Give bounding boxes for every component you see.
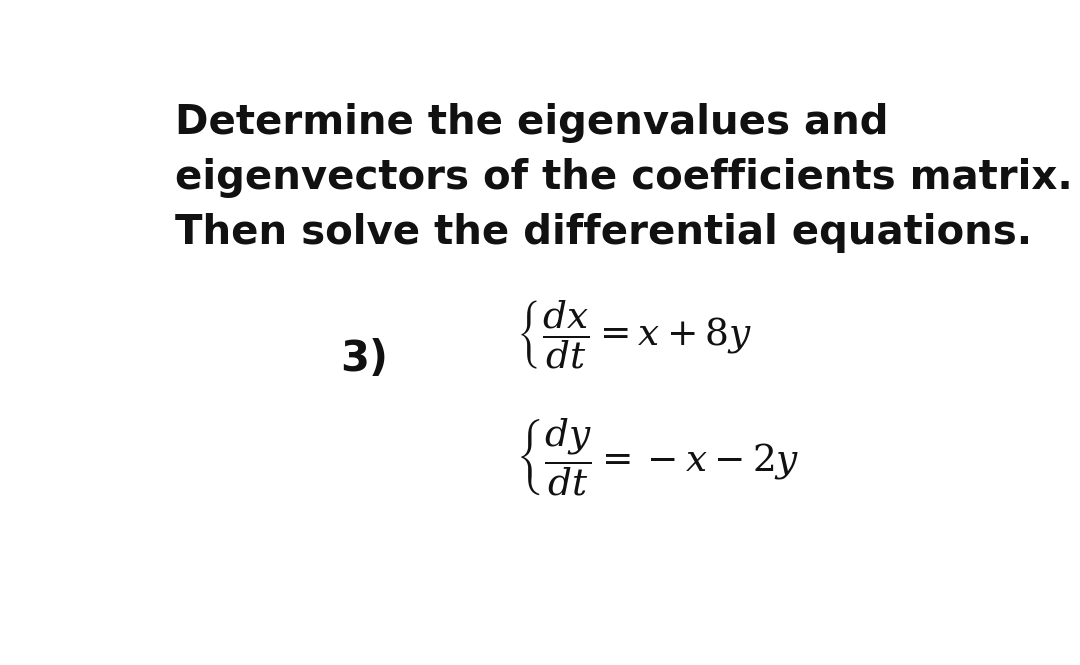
Text: eigenvectors of the coefficients matrix.: eigenvectors of the coefficients matrix. [175, 158, 1072, 198]
Text: $\left\{ \dfrac{dy}{dt} = -x - 2y \right.$: $\left\{ \dfrac{dy}{dt} = -x - 2y \right… [516, 416, 799, 497]
Text: Then solve the differential equations.: Then solve the differential equations. [175, 213, 1032, 253]
Text: 3): 3) [340, 338, 388, 380]
Text: $\left\{ \dfrac{dx}{dt} = x + 8y \right.$: $\left\{ \dfrac{dx}{dt} = x + 8y \right.… [516, 299, 752, 372]
Text: Determine the eigenvalues and: Determine the eigenvalues and [175, 103, 889, 143]
